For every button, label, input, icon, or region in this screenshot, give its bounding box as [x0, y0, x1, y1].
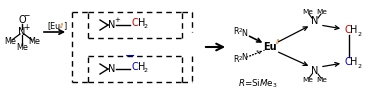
Text: O: O: [18, 15, 26, 25]
Text: 2: 2: [238, 28, 242, 33]
Text: H: H: [138, 62, 146, 72]
Text: H: H: [138, 18, 146, 28]
Text: [Eu: [Eu: [47, 22, 60, 30]
Text: N: N: [241, 53, 247, 63]
Text: ]: ]: [64, 22, 67, 30]
Text: N: N: [311, 66, 319, 76]
Text: C: C: [132, 62, 139, 72]
Text: −: −: [23, 11, 30, 20]
Text: Me: Me: [302, 9, 313, 15]
Text: H: H: [350, 25, 358, 35]
Text: +: +: [23, 22, 30, 31]
Text: Me: Me: [4, 38, 16, 47]
Text: 2: 2: [144, 25, 148, 30]
Text: 2: 2: [357, 31, 361, 36]
Text: 2: 2: [357, 64, 361, 69]
Text: C: C: [345, 57, 352, 67]
Text: H: H: [350, 57, 358, 67]
Text: $\it{R}$=Si$\it{M}$e$_3$: $\it{R}$=Si$\it{M}$e$_3$: [238, 78, 278, 90]
Text: N: N: [18, 27, 26, 37]
Text: N: N: [241, 30, 247, 39]
Text: Me: Me: [316, 9, 327, 15]
Text: ii: ii: [59, 23, 64, 29]
Text: N: N: [311, 16, 319, 26]
Text: R: R: [233, 28, 239, 36]
Text: 2: 2: [144, 69, 148, 74]
Text: +: +: [114, 17, 120, 23]
Text: Me: Me: [316, 77, 327, 83]
Text: Eu: Eu: [263, 42, 277, 52]
Text: R: R: [233, 55, 239, 64]
Text: 2: 2: [238, 55, 242, 61]
Text: N: N: [108, 20, 116, 30]
Text: Me: Me: [302, 77, 313, 83]
Text: Me: Me: [16, 44, 28, 53]
Text: ii: ii: [276, 39, 280, 45]
Text: C: C: [345, 25, 352, 35]
Text: N: N: [108, 64, 116, 74]
Text: C: C: [132, 18, 139, 28]
Text: Me: Me: [28, 38, 40, 47]
